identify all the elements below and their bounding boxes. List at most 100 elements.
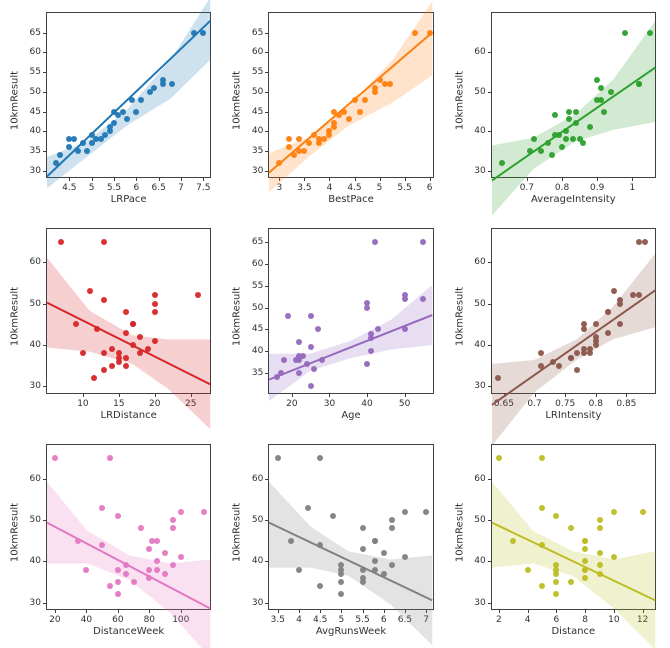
data-point — [531, 136, 537, 142]
x-tick-label: 3.5 — [271, 615, 285, 625]
data-point — [195, 292, 201, 298]
y-tick-label: 65 — [252, 28, 263, 38]
data-point — [123, 571, 129, 577]
x-tick-label: 5 — [377, 183, 383, 193]
y-tick-label: 40 — [252, 126, 263, 136]
data-point — [597, 571, 603, 577]
data-point — [326, 128, 332, 134]
data-point — [597, 517, 603, 523]
data-point — [154, 538, 160, 544]
data-point — [146, 546, 152, 552]
data-point — [580, 140, 586, 146]
x-tick-label: 60 — [112, 615, 123, 625]
data-point — [130, 321, 136, 327]
y-tick-label: 40 — [252, 346, 263, 356]
data-point — [611, 509, 617, 515]
y-tick-label: 45 — [252, 107, 263, 117]
data-point — [622, 30, 628, 36]
y-axis-label: 10kmResult — [454, 71, 465, 130]
y-axis-label: 10kmResult — [10, 287, 21, 346]
data-point — [360, 567, 366, 573]
x-tick-label: 0.9 — [590, 183, 604, 193]
x-tick-label: 20 — [286, 399, 297, 409]
y-tick-label: 60 — [474, 474, 485, 484]
data-point — [581, 321, 587, 327]
x-tick-label: 3.5 — [297, 183, 311, 193]
data-point — [178, 509, 184, 515]
x-tick-label: 7 — [178, 183, 184, 193]
data-point — [598, 85, 604, 91]
data-point — [372, 558, 378, 564]
data-point — [311, 366, 317, 372]
data-point — [402, 326, 408, 332]
data-point — [597, 550, 603, 556]
data-point — [582, 538, 588, 544]
data-point — [636, 292, 642, 298]
y-tick-label: 50 — [252, 303, 263, 313]
y-tick-label: 50 — [30, 299, 41, 309]
data-point — [162, 550, 168, 556]
data-point — [420, 239, 426, 245]
data-point — [368, 335, 374, 341]
data-point — [331, 120, 337, 126]
data-point — [101, 239, 107, 245]
y-tick-label: 55 — [252, 281, 263, 291]
y-tick-label: 40 — [474, 340, 485, 350]
x-tick-label: 6.5 — [152, 183, 166, 193]
data-point — [611, 288, 617, 294]
data-point — [566, 109, 572, 115]
data-point — [593, 342, 599, 348]
plot-area: 2468101230405060Distance10kmResult — [491, 444, 656, 610]
data-point — [133, 109, 139, 115]
scatter-panel: 0.650.70.750.80.8530405060LRIntensity10k… — [453, 222, 662, 426]
data-point — [123, 363, 129, 369]
x-tick-label: 20 — [149, 399, 160, 409]
y-axis-label: 10kmResult — [10, 71, 21, 130]
x-tick-label: 8 — [582, 615, 588, 625]
data-point — [499, 160, 505, 166]
regression-overlay — [492, 229, 655, 393]
data-point — [317, 583, 323, 589]
data-point — [91, 375, 97, 381]
confidence-band — [492, 482, 655, 648]
data-point — [597, 562, 603, 568]
data-point — [115, 591, 121, 597]
data-point — [553, 513, 559, 519]
y-axis-label: 10kmResult — [454, 287, 465, 346]
data-point — [296, 136, 302, 142]
data-point — [75, 148, 81, 154]
data-point — [169, 81, 175, 87]
data-point — [377, 77, 383, 83]
data-point — [84, 148, 90, 154]
data-point — [191, 30, 197, 36]
data-point — [387, 81, 393, 87]
scatter-panel: 4.555.566.577.53035404550556065LRPace10k… — [8, 6, 217, 210]
data-point — [553, 579, 559, 585]
data-point — [605, 330, 611, 336]
data-point — [539, 455, 545, 461]
x-tick-label: 10 — [608, 615, 619, 625]
data-point — [154, 567, 160, 573]
plot-area: 3.544.555.566.5730405060AvgRunsWeek10kmR… — [268, 444, 433, 610]
data-point — [420, 296, 426, 302]
data-point — [630, 292, 636, 298]
scatter-panel: 33.544.555.563035404550556065BestPace10k… — [230, 6, 439, 210]
data-point — [389, 562, 395, 568]
x-tick-label: 15 — [113, 399, 124, 409]
y-tick-label: 50 — [474, 87, 485, 97]
data-point — [278, 370, 284, 376]
scatter-panel: 2468101230405060Distance10kmResult — [453, 438, 662, 642]
x-tick-label: 5 — [339, 615, 345, 625]
data-point — [338, 579, 344, 585]
data-point — [53, 160, 59, 166]
x-tick-label: 6 — [427, 183, 433, 193]
data-point — [362, 97, 368, 103]
y-tick-label: 30 — [252, 598, 263, 608]
data-point — [94, 326, 100, 332]
y-tick-label: 65 — [30, 28, 41, 38]
data-point — [178, 554, 184, 560]
data-point — [319, 357, 325, 363]
x-axis-label: Distance — [551, 626, 595, 637]
y-tick-label: 40 — [252, 556, 263, 566]
x-tick-label: 6 — [381, 615, 387, 625]
